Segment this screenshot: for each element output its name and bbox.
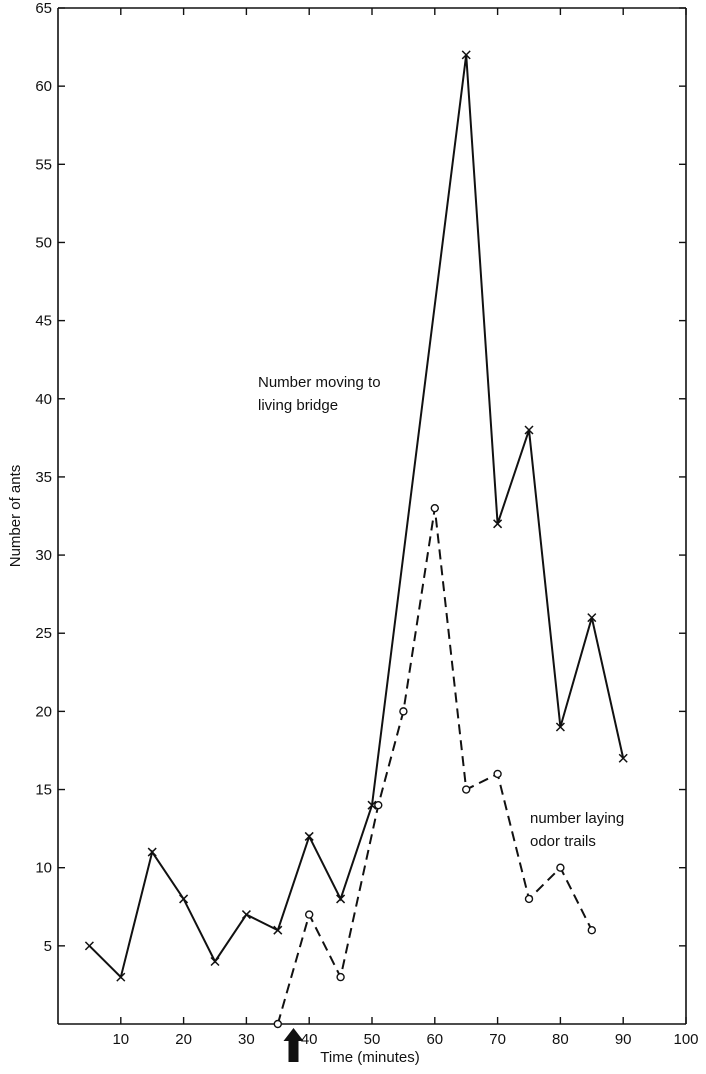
data-point-circle-marker: [273, 1019, 282, 1029]
y-tick-label: 10: [35, 860, 52, 877]
x-tick-label: 40: [301, 1031, 318, 1048]
x-tick-label: 30: [238, 1031, 255, 1048]
data-point-x-marker: [84, 941, 94, 951]
x-tick-label: 10: [112, 1031, 129, 1048]
data-point-x-marker: [210, 956, 220, 967]
data-point-circle-marker: [556, 863, 565, 872]
data-point-circle-marker: [462, 785, 471, 794]
series-line-moving-to-bridge: [88, 54, 625, 980]
x-tick-label: 90: [615, 1031, 632, 1048]
y-tick-label: 40: [35, 391, 52, 408]
annotation-odor-line-1: number laying: [530, 810, 624, 827]
y-axis-title: Number of ants: [7, 465, 24, 568]
data-point-x-marker: [336, 894, 346, 904]
data-point-circle-marker: [305, 910, 314, 919]
y-tick-label: 35: [35, 469, 52, 486]
y-tick-label: 25: [35, 625, 52, 642]
annotation-odor-line-2: odor trails: [530, 833, 596, 850]
x-axis-title: Time (minutes): [320, 1049, 419, 1066]
data-point-x-marker: [461, 50, 471, 60]
x-tick-label: 70: [489, 1031, 506, 1048]
data-point-x-marker: [147, 847, 157, 857]
y-tick-label: 60: [35, 78, 52, 95]
axis-tick-labels: 10 20 30 40 50 60 70 80 90 100 5 10 15 20 25 30 35 40 45 50…: [35, 0, 698, 1048]
data-point-x-marker: [524, 425, 534, 435]
series-layer: [88, 54, 625, 1025]
data-point-circle-marker: [374, 800, 383, 810]
y-tick-label: 5: [44, 938, 52, 955]
annotation-moving-line-2: living bridge: [258, 397, 338, 414]
y-tick-label: 55: [35, 156, 52, 173]
data-point-x-marker: [618, 753, 628, 763]
event-arrow-icon: [283, 1028, 304, 1062]
data-point-x-marker: [555, 722, 565, 732]
x-tick-label: 50: [364, 1031, 381, 1048]
data-point-x-marker: [273, 925, 283, 935]
x-tick-label: 60: [426, 1031, 443, 1048]
data-point-circle-marker: [336, 972, 345, 982]
y-tick-label: 30: [35, 547, 52, 564]
x-tick-label: 100: [673, 1031, 698, 1048]
data-point-x-marker: [304, 831, 314, 841]
axis-ticks: [58, 7, 687, 1024]
data-point-circle-marker: [493, 769, 502, 779]
y-tick-label: 20: [35, 703, 52, 720]
y-tick-label: 50: [35, 234, 52, 251]
data-point-circle-marker: [587, 926, 596, 935]
y-tick-label: 45: [35, 313, 52, 330]
data-point-x-marker: [587, 613, 597, 623]
x-tick-label: 80: [552, 1031, 569, 1048]
data-point-circle-marker: [524, 894, 534, 904]
data-point-x-marker: [179, 894, 189, 904]
data-point-x-marker: [367, 800, 377, 810]
data-point-circle-marker: [430, 503, 439, 513]
y-tick-label: 15: [35, 782, 52, 799]
data-point-x-marker: [116, 972, 126, 982]
data-point-circle-marker: [399, 707, 408, 716]
data-point-x-marker: [493, 519, 503, 529]
annotation-moving-line-1: Number moving to: [258, 374, 381, 391]
markers-layer: [84, 50, 628, 1029]
x-tick-label: 20: [175, 1031, 192, 1048]
y-tick-label: 65: [35, 0, 52, 17]
data-point-x-marker: [241, 910, 251, 920]
